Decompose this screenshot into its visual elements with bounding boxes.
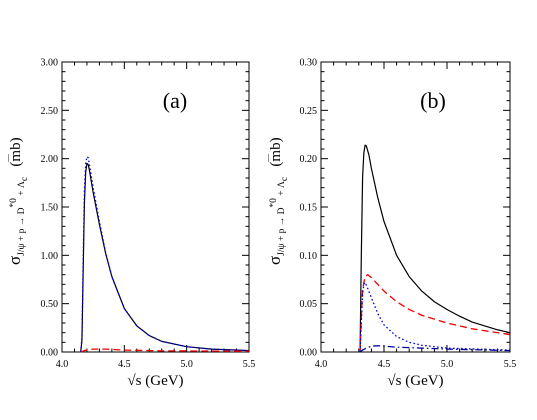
y-axis-label: σJ/ψ + p → D*0 + Λc — — [3, 153, 30, 265]
x-tick-label: 4.5 — [118, 359, 131, 370]
series-line-dashdot — [359, 345, 511, 353]
plot-frame — [320, 61, 511, 353]
x-axis-label: √s (GeV) — [387, 373, 443, 389]
plot-frame — [61, 61, 250, 353]
y-axis-unit-group: (mb) — [268, 137, 284, 166]
y-tick-label: 0.20 — [300, 154, 318, 165]
y-tick-label: 0.15 — [300, 203, 318, 214]
y-axis-unit-group: (mb) — [8, 137, 24, 166]
antiparticle-bar: — — [3, 153, 12, 163]
y-tick-label: 0.30 — [300, 58, 318, 69]
x-tick-label: 5.5 — [504, 359, 517, 370]
y-tick-label: 0.25 — [300, 106, 318, 117]
y-tick-label: 3.00 — [41, 58, 59, 69]
y-tick-label: 0.50 — [41, 299, 59, 310]
y-tick-label: 0.10 — [300, 251, 318, 262]
y-tick-label: 0.05 — [300, 299, 318, 310]
series-line-dotted — [359, 281, 511, 353]
y-tick-label: 0.00 — [41, 348, 59, 359]
y-tick-label: 1.00 — [41, 251, 59, 262]
series-line-dashed — [80, 348, 250, 353]
y-tick-label: 0.00 — [300, 348, 318, 359]
chart-panel-2: 4.0 4.5 5.0 5.5 0.00 0.05 0.10 0.15 0.20 0.25 0.30… — [263, 58, 516, 390]
chart-panel-1: 4.0 4.5 5.0 5.5 0.00 0.50 1.00 1.50 2.00 2.50 3.00… — [3, 58, 255, 390]
panel-label: (b) — [420, 88, 446, 113]
y-axis-label-text: σJ/ψ + p → D*0 + Λc — [5, 177, 30, 265]
y-axis-label-text: σJ/ψ + p → D*0 + Λc — [265, 177, 290, 265]
y-axis-unit-label: (mb) — [8, 137, 24, 166]
series-line-solid — [80, 162, 250, 353]
y-axis-unit-label: (mb) — [268, 137, 284, 166]
antiparticle-bar: — — [263, 153, 272, 163]
y-tick-label: 1.50 — [41, 203, 59, 214]
x-axis-label: √s (GeV) — [127, 373, 183, 389]
x-tick-label: 4.0 — [56, 359, 69, 370]
x-tick-label: 5.0 — [441, 359, 454, 370]
y-axis-label: σJ/ψ + p → D*0 + Λc — — [263, 153, 290, 265]
y-tick-label: 2.50 — [41, 106, 59, 117]
series-line-dashed — [359, 274, 511, 353]
series-line-solid — [359, 144, 511, 353]
x-tick-label: 5.0 — [180, 359, 193, 370]
panel-label: (a) — [163, 88, 187, 113]
x-tick-label: 4.5 — [378, 359, 391, 370]
x-tick-label: 5.5 — [243, 359, 256, 370]
x-tick-label: 4.0 — [315, 359, 328, 370]
y-tick-label: 2.00 — [41, 154, 59, 165]
